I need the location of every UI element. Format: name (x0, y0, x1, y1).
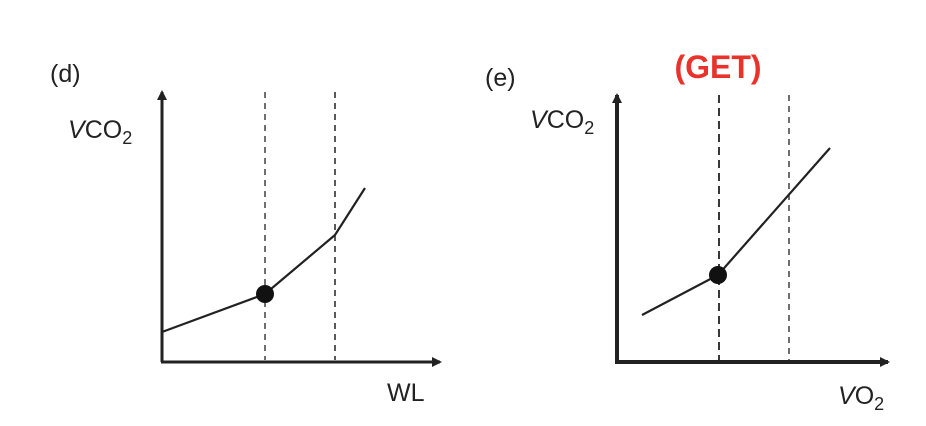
x-axis-label: WL (387, 379, 425, 407)
label-part: 2 (122, 128, 132, 148)
label-part: O (855, 382, 874, 410)
annotation: (GET) (674, 49, 761, 85)
label-part: CO (85, 116, 123, 144)
threshold-point (256, 285, 274, 303)
panel-label: (e) (485, 64, 516, 92)
curve (641, 147, 831, 316)
y-axis-label: VCO2 (530, 106, 594, 138)
panel-e: (e) (GET) VCO2 VO2 (485, 49, 890, 414)
label-part: V (68, 116, 87, 144)
label-part: 2 (874, 394, 884, 414)
label-part: 2 (584, 118, 594, 138)
label-part: WL (387, 379, 425, 407)
label-part: V (838, 382, 857, 410)
threshold-point (709, 266, 727, 284)
y-axis-label: VCO2 (68, 116, 132, 148)
panel-label: (d) (50, 60, 81, 88)
panel-d: (d) VCO2 WL (50, 60, 442, 407)
x-axis-label: VO2 (838, 382, 884, 414)
curve (161, 187, 366, 334)
label-part: V (530, 106, 549, 134)
label-part: CO (547, 106, 585, 134)
